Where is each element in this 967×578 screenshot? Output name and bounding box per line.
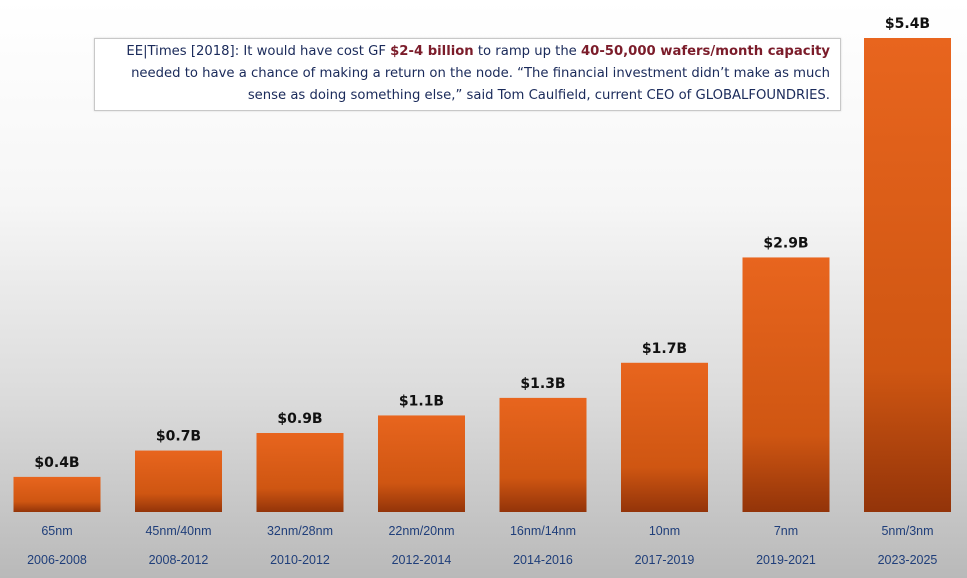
- quote-annotation-box: EE|Times [2018]: It would have cost GF $…: [94, 38, 841, 111]
- period-label: 2012-2014: [392, 553, 452, 567]
- bar-value-label: $0.7B: [156, 429, 201, 445]
- bar-5: [499, 397, 587, 512]
- bar-value-label: $0.9B: [277, 411, 322, 427]
- quote-text-part1: EE|Times [2018]: It would have cost GF: [126, 44, 391, 59]
- category-label: 32nm/28nm: [267, 524, 333, 538]
- bar-value-label: $0.4B: [34, 455, 79, 471]
- bar-6: [621, 362, 708, 512]
- category-label: 45nm/40nm: [145, 524, 211, 538]
- category-label: 7nm: [774, 524, 798, 538]
- period-label: 2023-2025: [878, 553, 938, 567]
- quote-text-part3: needed to have a chance of making a retu…: [131, 66, 830, 103]
- period-label: 2017-2019: [635, 553, 695, 567]
- bars-group: [13, 38, 951, 512]
- period-label: 2008-2012: [149, 553, 209, 567]
- category-label: 10nm: [649, 524, 680, 538]
- period-label: 2010-2012: [270, 553, 330, 567]
- bar-7: [742, 257, 830, 512]
- bar-2: [135, 450, 222, 512]
- value-labels-group: $0.4B $0.7B $0.9B $1.1B $1.3B $1.7B $2.9B $5.4B: [34, 16, 930, 471]
- bar-value-label: $5.4B: [885, 16, 930, 32]
- category-label: 16nm/14nm: [510, 524, 576, 538]
- bar-8: [864, 38, 951, 512]
- category-label: 5nm/3nm: [881, 524, 933, 538]
- bar-value-label: $1.7B: [642, 341, 687, 357]
- period-label: 2019-2021: [756, 553, 816, 567]
- quote-text-part2: to ramp up the: [473, 44, 581, 59]
- period-label: 2014-2016: [513, 553, 573, 567]
- category-labels-group: 65nm 2006-2008 45nm/40nm 2008-2012 32nm/28nm…: [27, 524, 937, 567]
- bar-value-label: $2.9B: [763, 235, 808, 251]
- category-label: 22nm/20nm: [388, 524, 454, 538]
- bar-3: [256, 433, 344, 512]
- quote-highlight-capacity: 40-50,000 wafers/month capacity: [580, 44, 830, 59]
- bar-value-label: $1.1B: [399, 393, 444, 409]
- quote-highlight-cost: $2-4 billion: [390, 44, 474, 59]
- bar-4: [378, 415, 465, 512]
- period-label: 2006-2008: [27, 553, 87, 567]
- bar-1: [13, 476, 101, 512]
- category-label: 65nm: [41, 524, 72, 538]
- bar-value-label: $1.3B: [520, 376, 565, 392]
